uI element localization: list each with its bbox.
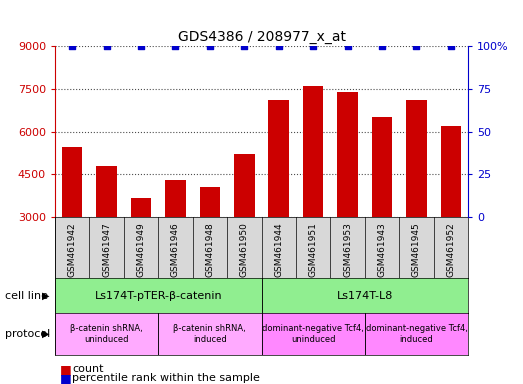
Text: dominant-negative Tcf4,
uninduced: dominant-negative Tcf4, uninduced [262,324,364,344]
Text: GSM461953: GSM461953 [343,222,352,277]
Point [344,43,352,49]
Text: ■: ■ [60,363,72,376]
Text: β-catenin shRNA,
uninduced: β-catenin shRNA, uninduced [70,324,143,344]
Text: GSM461949: GSM461949 [137,222,145,276]
Text: GSM461948: GSM461948 [206,222,214,276]
Bar [440,126,461,303]
Point [309,43,317,49]
Text: GSM461943: GSM461943 [378,222,386,276]
Text: percentile rank within the sample: percentile rank within the sample [72,373,260,383]
Point [103,43,111,49]
Bar [234,154,255,303]
Bar [62,147,83,303]
Text: ▶: ▶ [42,291,50,301]
Point [206,43,214,49]
Text: protocol: protocol [5,329,51,339]
Text: GSM461950: GSM461950 [240,222,249,277]
Bar [55,278,262,313]
Text: count: count [72,364,104,374]
Point [378,43,386,49]
Point [171,43,179,49]
Text: GSM461944: GSM461944 [274,222,283,276]
Bar [406,100,427,303]
Bar [365,313,468,355]
Point [412,43,420,49]
Point [137,43,145,49]
Text: ■: ■ [60,372,72,384]
Text: GSM461946: GSM461946 [171,222,180,276]
Point [275,43,283,49]
Title: GDS4386 / 208977_x_at: GDS4386 / 208977_x_at [177,30,346,44]
Bar [199,187,220,303]
Bar [262,313,365,355]
Text: dominant-negative Tcf4,
induced: dominant-negative Tcf4, induced [366,324,468,344]
Bar [337,92,358,303]
Bar [262,278,468,313]
Text: GSM461951: GSM461951 [309,222,317,277]
Bar [96,166,117,303]
Bar [268,100,289,303]
Bar [55,313,158,355]
Text: GSM461952: GSM461952 [446,222,456,276]
Point [68,43,76,49]
Text: β-catenin shRNA,
induced: β-catenin shRNA, induced [174,324,246,344]
Text: GSM461947: GSM461947 [102,222,111,276]
Bar [372,117,392,303]
Text: cell line: cell line [5,291,48,301]
Bar [158,313,262,355]
Text: ▶: ▶ [42,329,50,339]
Bar [303,86,323,303]
Text: GSM461942: GSM461942 [67,222,77,276]
Bar [165,180,186,303]
Point [240,43,248,49]
Point [447,43,455,49]
Text: GSM461945: GSM461945 [412,222,421,276]
Text: Ls174T-L8: Ls174T-L8 [337,291,393,301]
Text: Ls174T-pTER-β-catenin: Ls174T-pTER-β-catenin [94,291,222,301]
Bar [131,199,151,303]
